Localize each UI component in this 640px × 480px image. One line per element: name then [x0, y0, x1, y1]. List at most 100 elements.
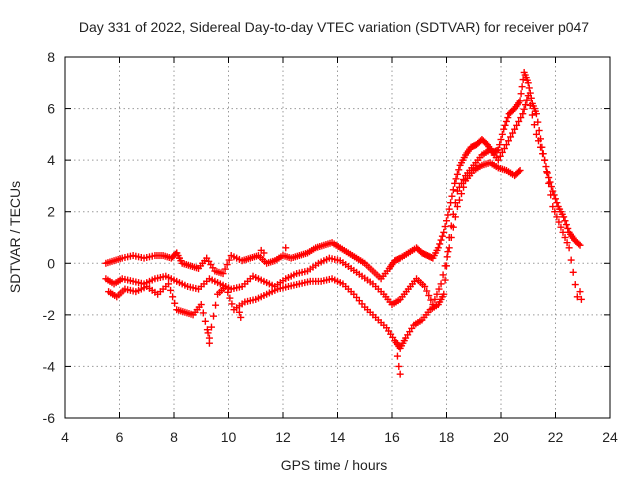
data-point	[571, 281, 579, 289]
data-point	[260, 249, 268, 257]
data-point	[439, 271, 447, 279]
data-point	[534, 137, 542, 145]
data-point	[501, 121, 509, 129]
data-point	[222, 282, 230, 290]
data-point	[543, 168, 551, 176]
chart-title: Day 331 of 2022, Sidereal Day-to-day VTE…	[79, 19, 589, 35]
data-point	[552, 195, 559, 203]
data-point	[576, 241, 584, 249]
data-point	[451, 179, 459, 187]
data-point	[515, 168, 523, 176]
data-point	[205, 339, 213, 347]
data-point	[460, 175, 468, 183]
data-point	[524, 92, 532, 100]
data-point	[564, 224, 572, 232]
data-point	[502, 117, 510, 125]
data-point	[500, 125, 508, 133]
x-tick-label: 20	[493, 429, 509, 445]
data-point	[559, 228, 567, 236]
data-point	[509, 129, 517, 137]
data-point	[565, 244, 573, 252]
data-point	[431, 295, 439, 303]
data-point	[553, 199, 561, 207]
x-tick-label: 6	[116, 429, 124, 445]
data-point	[441, 223, 449, 231]
data-point	[504, 137, 512, 145]
data-point	[532, 130, 540, 138]
data-point	[535, 126, 543, 134]
y-tick-label: 2	[47, 204, 55, 220]
x-tick-label: 12	[275, 429, 291, 445]
data-point	[425, 292, 433, 300]
data-point	[444, 248, 452, 256]
data-point	[201, 317, 209, 325]
data-point	[575, 240, 583, 248]
data-point	[545, 179, 553, 187]
data-point	[569, 268, 577, 276]
data-point	[496, 152, 504, 160]
data-point	[576, 288, 584, 296]
data-point	[207, 323, 215, 331]
data-point	[494, 146, 502, 154]
data-point	[167, 286, 175, 294]
data-point	[500, 145, 508, 153]
data-point	[433, 290, 441, 298]
data-point	[453, 203, 461, 211]
data-point	[224, 288, 232, 296]
x-tick-label: 16	[384, 429, 400, 445]
data-point	[171, 299, 179, 307]
data-point	[519, 110, 527, 118]
data-point	[507, 133, 515, 141]
y-tick-label: -6	[43, 410, 56, 426]
data-point	[524, 79, 532, 87]
data-point	[497, 136, 505, 144]
data-point	[498, 148, 506, 156]
data-point	[516, 97, 524, 105]
data-point	[445, 234, 453, 241]
data-point	[561, 234, 569, 241]
data-point	[169, 293, 177, 301]
data-point	[528, 111, 536, 119]
data-point	[449, 210, 457, 218]
data-point	[518, 83, 526, 91]
data-point	[551, 208, 559, 216]
data-point	[555, 218, 563, 226]
data-point	[504, 114, 512, 122]
data-point	[567, 256, 575, 264]
data-point	[226, 294, 234, 302]
data-point	[396, 370, 404, 378]
data-point	[438, 232, 446, 240]
y-tick-label: 8	[47, 49, 55, 65]
data-point	[221, 265, 229, 273]
data-point	[434, 244, 442, 252]
data-point	[199, 309, 207, 317]
x-tick-label: 10	[221, 429, 237, 445]
data-point	[395, 362, 403, 370]
data-point	[393, 352, 401, 360]
data-point	[445, 205, 453, 213]
data-point	[523, 96, 531, 104]
data-point	[557, 223, 565, 231]
data-point	[165, 280, 173, 288]
data-point	[237, 313, 245, 321]
data-point	[440, 228, 448, 236]
data-point	[541, 156, 549, 164]
data-point	[546, 178, 554, 186]
data-point	[423, 287, 431, 295]
data-point	[573, 293, 581, 301]
data-point	[525, 84, 533, 92]
data-point	[457, 179, 465, 187]
data-point	[549, 187, 557, 195]
data-point	[455, 183, 463, 191]
data-point	[539, 150, 547, 158]
data-point	[440, 290, 448, 298]
y-tick-label: -4	[43, 358, 56, 374]
data-point	[560, 213, 568, 221]
data-point	[577, 295, 585, 303]
data-point	[517, 90, 525, 98]
data-point	[496, 141, 504, 149]
data-point	[530, 121, 538, 129]
y-tick-label: -2	[43, 307, 56, 323]
